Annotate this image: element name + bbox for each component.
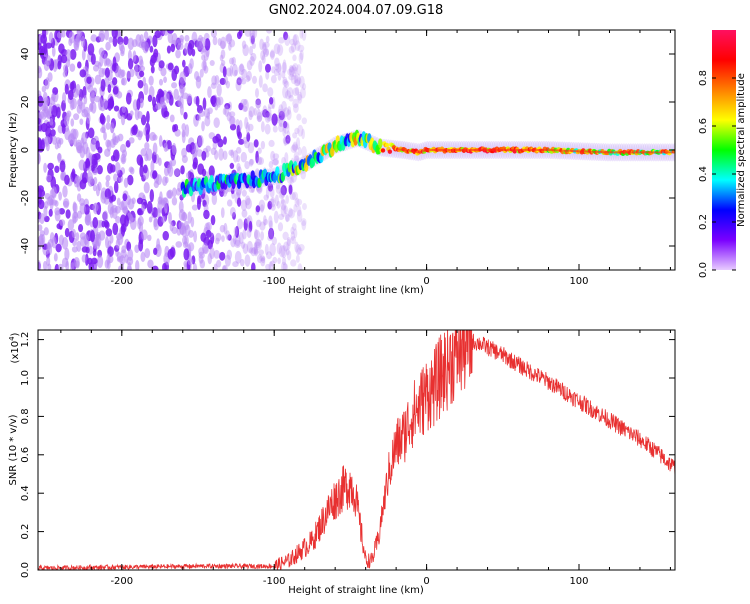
colorbar-label: Normalized spectral amplitude	[736, 73, 747, 227]
snr-xlabel: Height of straight line (km)	[288, 585, 424, 596]
x-tick-label: 100	[569, 576, 588, 587]
y-tick-label: 20	[20, 96, 31, 109]
figure-title: GN02.2024.004.07.09.G18	[269, 3, 444, 18]
y-tick-label: -40	[20, 238, 31, 254]
colorbar-ticks: 0.0 0.2 0.4 0.6 0.8	[698, 70, 736, 278]
y-tick-label: 0.6	[20, 447, 31, 463]
colorbar-tick-label: 0.2	[698, 214, 709, 230]
spectrogram-ridge	[180, 129, 675, 198]
snr-axes: -200 -100 0 100 0.0 0.2 0.4 0.6 0.8 1.0 1.2	[20, 330, 675, 587]
y-tick-label: 0.4	[20, 485, 31, 501]
y-tick-label: 1.2	[20, 332, 31, 348]
colorbar-tick-label: 0.4	[698, 166, 709, 182]
y-tick-label: 0.8	[20, 408, 31, 424]
x-tick-label: -200	[110, 276, 133, 287]
x-tick-label: -100	[263, 576, 286, 587]
x-tick-label: 0	[423, 276, 429, 287]
snr-multiplier: (x104)	[8, 332, 21, 363]
colorbar-tick-label: 0.8	[698, 70, 709, 86]
y-tick-label: -20	[20, 190, 31, 206]
spectrogram-xlabel: Height of straight line (km)	[288, 285, 424, 296]
x-tick-label: -200	[110, 576, 133, 587]
x-tick-label: 0	[423, 576, 429, 587]
colorbar-scale	[712, 30, 736, 270]
y-tick-label: 0	[20, 147, 31, 153]
y-tick-label: 0.0	[20, 562, 31, 578]
snr-series-line	[38, 330, 675, 570]
y-tick-label: 1.0	[20, 370, 31, 386]
snr-frame	[38, 330, 675, 570]
colorbar-tick-label: 0.6	[698, 118, 709, 134]
x-tick-label: -100	[263, 276, 286, 287]
y-tick-label: 0.2	[20, 524, 31, 540]
colorbar-tick-label: 0.0	[698, 262, 709, 278]
x-tick-label: 100	[569, 276, 588, 287]
colorbar: 0.0 0.2 0.4 0.6 0.8 Normalized spectral ampl…	[698, 30, 747, 278]
y-tick-label: 40	[20, 48, 31, 61]
spectrogram-ylabel: Frequency (Hz)	[8, 112, 19, 188]
snr-ylabel: SNR (10 * v/v)	[8, 414, 19, 485]
snr-panel: -200 -100 0 100 0.0 0.2 0.4 0.6 0.8 1.0 1.2 Height…	[8, 329, 676, 596]
